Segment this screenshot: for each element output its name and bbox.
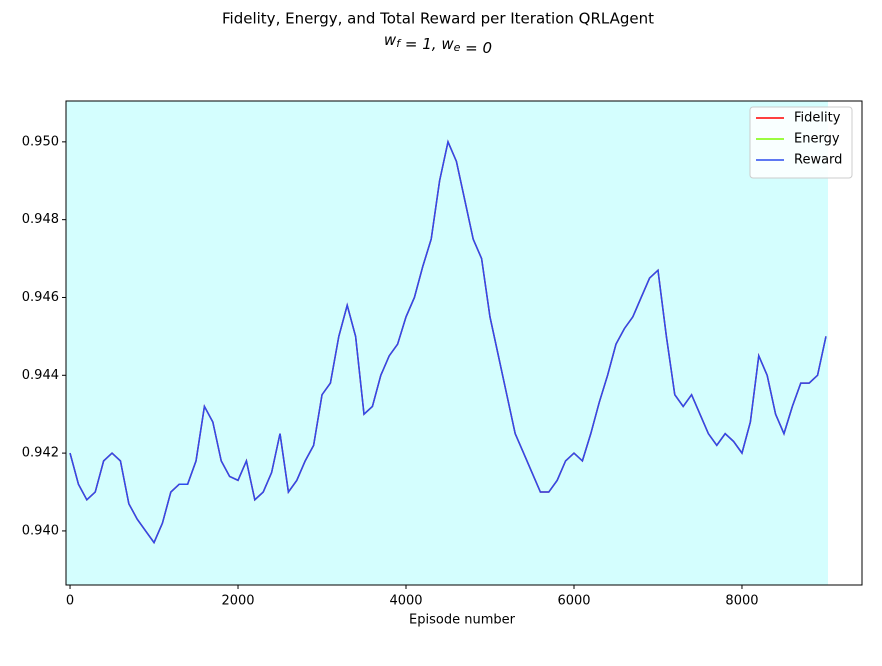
y-tick-label: 0.948 [22, 212, 59, 227]
x-tick-label: 0 [66, 594, 74, 609]
y-tick-label: 0.940 [22, 523, 59, 538]
legend-label: Energy [794, 132, 840, 147]
plot-frame [65, 100, 863, 586]
x-axis-label: Episode number [409, 613, 516, 628]
x-tick-label: 8000 [725, 594, 758, 609]
x-tick-label: 2000 [221, 594, 254, 609]
shaded-region [66, 101, 828, 585]
chart-title: Fidelity, Energy, and Total Reward per I… [222, 10, 654, 28]
legend-label: Fidelity [794, 111, 841, 126]
y-tick-label: 0.942 [22, 446, 59, 461]
legend-label: Reward [794, 153, 842, 168]
chart-subtitle: wf = 1, we = 0 [384, 31, 492, 57]
y-tick-label: 0.944 [22, 368, 59, 383]
y-tick-label: 0.950 [22, 134, 59, 149]
series-line [69, 139, 827, 545]
y-tick-label: 0.946 [22, 290, 59, 305]
x-tick-label: 4000 [389, 594, 422, 609]
x-tick-label: 6000 [557, 594, 590, 609]
